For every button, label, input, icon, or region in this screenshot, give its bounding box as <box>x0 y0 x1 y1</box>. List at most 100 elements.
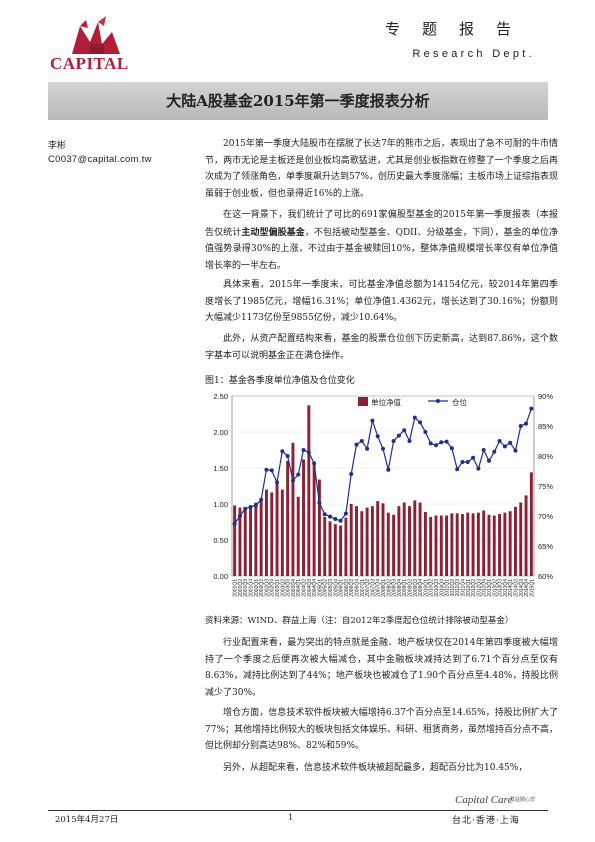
point-position <box>529 406 534 411</box>
bar-nav <box>397 506 401 576</box>
highlight-active-funds: 主动型偏股基金 <box>241 226 305 237</box>
author-name: 李彬 <box>48 141 67 151</box>
point-position <box>502 444 507 449</box>
bar-nav <box>529 472 533 576</box>
x-tick-label: 2011Q1 <box>445 579 451 597</box>
point-position <box>518 424 523 428</box>
brand-slogan: 群益關心您 <box>510 797 536 803</box>
y-tick-label: 2.00 <box>213 428 228 437</box>
bar-nav <box>259 498 263 576</box>
x-tick-label: 2007Q4 <box>376 579 382 597</box>
point-position <box>370 418 375 423</box>
bar-nav <box>498 514 502 576</box>
bar-nav <box>286 460 290 576</box>
bar-nav <box>434 515 438 576</box>
figure-caption: 图1：基金各季度单位净值及仓位变化 <box>205 376 355 386</box>
bar-nav <box>482 510 486 576</box>
point-position <box>460 460 465 464</box>
bar-nav <box>349 504 353 576</box>
x-tick-label: 2004Q1 <box>296 579 302 597</box>
x-tick-label: 2013Q2 <box>492 579 498 597</box>
author-email[interactable]: C0037@capital.com.tw <box>48 154 152 165</box>
bar-nav <box>461 514 464 576</box>
x-tick-label: 2014Q3 <box>519 579 525 597</box>
x-tick-label: 2007Q3 <box>370 579 376 597</box>
point-position <box>471 455 476 460</box>
nav-position-chart: 0.00 0.50 1.00 1.50 2.00 2.50 60% 65% 70% 75% 80% 8… <box>213 392 553 597</box>
bar-nav <box>508 511 512 576</box>
y2-tick-label: 65% <box>538 542 553 551</box>
point-position <box>497 439 502 443</box>
y-tick-label: 1.00 <box>213 500 228 509</box>
point-position <box>407 439 412 443</box>
bar-nav <box>524 495 528 576</box>
paragraph-market-overview: 2015年第一季度大陆股市在摆脱了长达7年的熊市之后，表现出了急不可耐的牛市情节… <box>205 139 559 199</box>
bar-nav <box>238 507 242 576</box>
footer-divider <box>48 810 548 811</box>
x-tick-label: 2004Q3 <box>307 579 313 597</box>
y-tick-label: 0.50 <box>213 536 228 545</box>
point-position <box>243 506 248 511</box>
footer-date: 2015年4月27日 <box>55 815 119 825</box>
y-tick-label: 0.00 <box>213 572 228 581</box>
x-tick-label: 2014Q4 <box>524 579 530 597</box>
bar-nav <box>254 502 258 576</box>
point-position <box>412 415 417 420</box>
bar-nav <box>418 502 422 576</box>
x-tick-label: 2011Q2 <box>450 579 456 597</box>
point-position <box>396 433 401 438</box>
bar-nav <box>275 483 279 576</box>
point-position <box>508 440 513 445</box>
x-tick-label: 2008Q2 <box>386 579 392 597</box>
bar-nav <box>302 459 305 576</box>
paragraph-increase: 增仓方面，信息技术软件板块被大幅增持6.37个百分点至14.65%，持股比例扩大… <box>205 708 559 751</box>
x-tick-label: 2001Q3 <box>243 579 249 597</box>
x-tick-label: 2002Q3 <box>264 579 270 597</box>
point-position <box>444 439 449 444</box>
point-position <box>481 448 486 452</box>
y2-tick-label: 60% <box>538 572 553 581</box>
x-tick-label: 2009Q2 <box>407 579 413 597</box>
y2-tick-label: 75% <box>538 482 553 491</box>
x-tick-label: 2012Q3 <box>476 579 482 597</box>
x-tick-label: 2006Q1 <box>339 579 345 597</box>
x-tick-label: 2009Q4 <box>418 579 424 597</box>
x-tick-label: 2015Q1 <box>529 579 535 597</box>
x-tick-label: 2002Q1 <box>254 579 260 597</box>
bar-nav <box>519 502 523 576</box>
bar-nav <box>323 516 327 576</box>
point-position <box>259 497 264 502</box>
point-position <box>449 446 454 451</box>
x-tick-label: 2011Q3 <box>455 579 461 597</box>
bar-nav <box>355 506 358 576</box>
point-position <box>338 518 343 523</box>
bar-nav <box>503 512 507 576</box>
point-position <box>248 505 253 509</box>
x-tick-label: 2006Q4 <box>355 579 361 597</box>
bar-nav <box>307 405 311 576</box>
x-tick-label: 2003Q1 <box>275 579 281 597</box>
x-tick-label: 2004Q2 <box>302 579 308 597</box>
bar-nav <box>381 503 385 576</box>
point-position <box>492 449 497 454</box>
bar-nav <box>492 515 496 576</box>
x-tick-label: 2010Q1 <box>423 579 429 597</box>
point-position <box>402 428 407 433</box>
point-position <box>455 467 460 472</box>
point-position <box>359 439 364 443</box>
x-tick-label: 2012Q2 <box>471 579 477 597</box>
bar-nav <box>513 506 517 576</box>
point-position <box>306 450 311 455</box>
x-tick-label: 2005Q1 <box>317 579 323 597</box>
point-position <box>524 421 529 426</box>
title-band <box>48 82 548 120</box>
point-position <box>343 511 348 516</box>
bar-nav <box>243 509 247 576</box>
point-position <box>465 460 470 464</box>
x-tick-label: 2008Q3 <box>392 579 398 597</box>
x-tick-label: 2008Q4 <box>397 579 403 597</box>
legend-line-marker <box>436 399 440 403</box>
y-tick-label: 2.50 <box>213 392 228 401</box>
bar-nav <box>296 496 300 576</box>
point-position <box>513 448 518 453</box>
